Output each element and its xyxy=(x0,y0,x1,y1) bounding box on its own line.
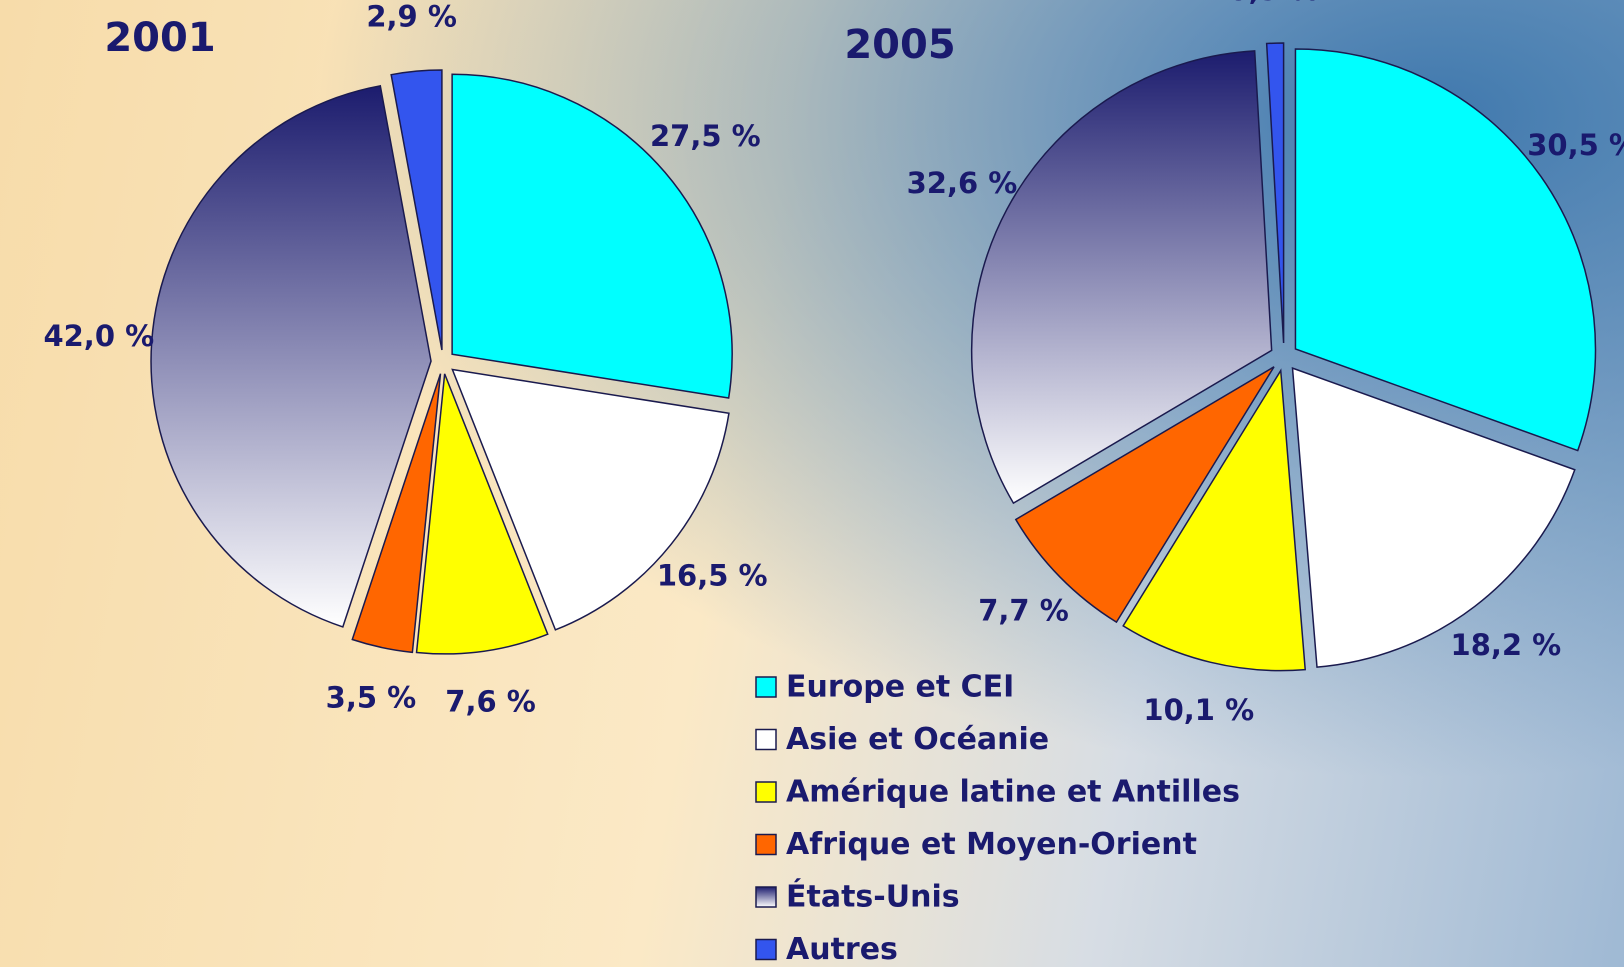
pie-slice xyxy=(1294,48,1597,452)
pie-slice xyxy=(150,84,432,628)
data-label: 7,6 % xyxy=(445,685,536,719)
legend-swatch xyxy=(755,728,777,751)
legend-swatch xyxy=(755,886,777,908)
pie-slice xyxy=(970,50,1273,505)
legend-label: Autres xyxy=(786,932,898,967)
legend-label: États-Unis xyxy=(786,879,960,915)
legend-swatch xyxy=(755,938,777,961)
data-label: 3,5 % xyxy=(326,680,417,714)
legend-label: Europe et CEI xyxy=(786,670,1014,705)
data-label: 7,7 % xyxy=(978,594,1069,628)
legend-swatch xyxy=(755,833,777,856)
legend-swatch xyxy=(755,781,777,803)
chart-title: 2001 xyxy=(104,15,215,61)
data-label: 10,1 % xyxy=(1143,693,1254,727)
data-label: 27,5 % xyxy=(650,119,761,153)
data-label: 42,0 % xyxy=(43,319,154,353)
legend-label: Amérique latine et Antilles xyxy=(786,775,1240,810)
legend-label: Asie et Océanie xyxy=(786,722,1049,757)
data-label: 16,5 % xyxy=(657,559,768,593)
pie-slice xyxy=(351,373,442,654)
pie-slice xyxy=(451,368,730,631)
data-label: 2,9 % xyxy=(366,0,457,33)
pie-slice xyxy=(415,373,549,655)
legend-swatch xyxy=(755,676,777,698)
data-label: 32,6 % xyxy=(907,166,1018,200)
pie-slice xyxy=(1291,367,1576,668)
pie-slice xyxy=(1122,368,1307,672)
pie-slice xyxy=(451,73,733,399)
pie-slice xyxy=(1265,42,1285,344)
data-label: 0,9 % xyxy=(1228,0,1319,7)
data-label: 18,2 % xyxy=(1451,628,1562,662)
legend-label: Afrique et Moyen-Orient xyxy=(786,827,1197,862)
chart-title: 2005 xyxy=(844,22,955,68)
data-label: 30,5 % xyxy=(1527,128,1624,162)
pie-slice xyxy=(1014,366,1275,624)
pie-slice xyxy=(390,69,443,351)
